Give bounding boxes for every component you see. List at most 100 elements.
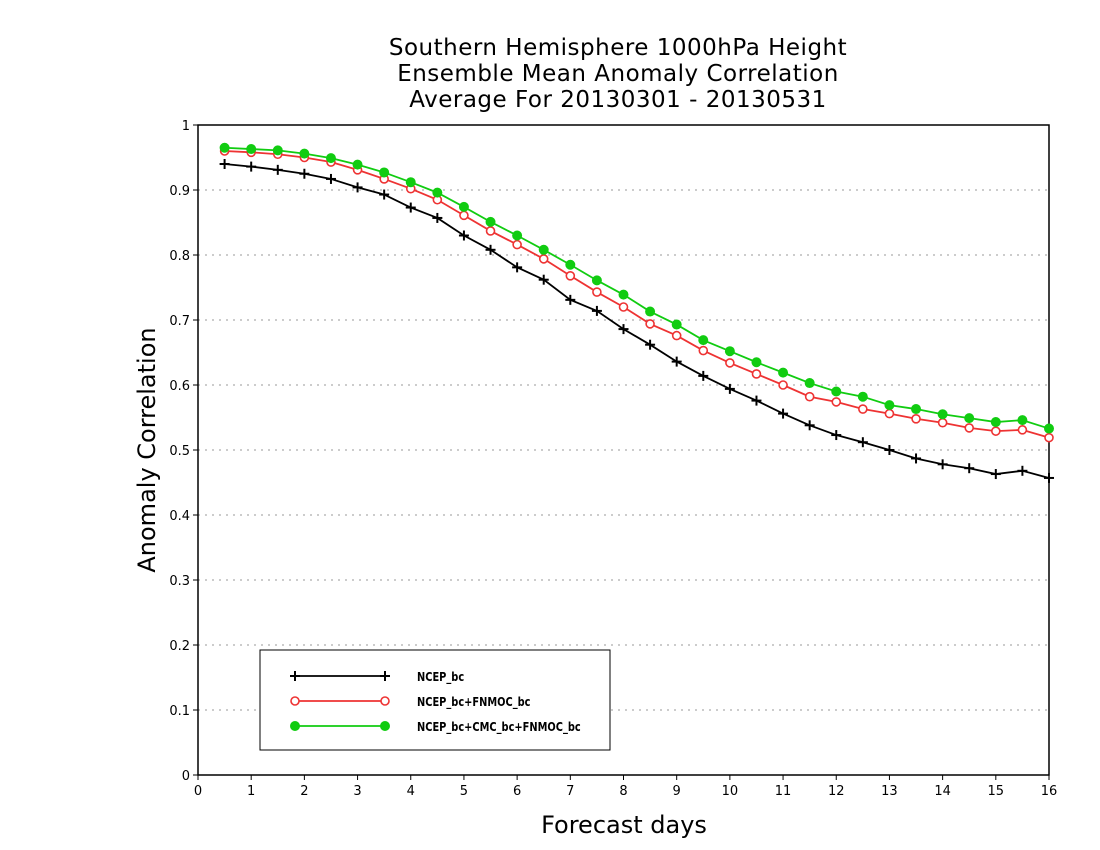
data-point (645, 339, 656, 350)
legend-entry: NCEP_bc+FNMOC_bc (290, 695, 531, 709)
x-tick-label: 10 (722, 784, 739, 799)
x-tick-label: 2 (300, 784, 308, 799)
grid-lines (198, 189, 1049, 711)
data-point (937, 409, 948, 420)
data-point (645, 306, 656, 317)
data-point (246, 144, 257, 155)
y-tick-label: 0 (182, 769, 190, 784)
x-tick-label: 9 (673, 784, 681, 799)
data-point (831, 386, 842, 397)
legend-marker (290, 721, 300, 731)
legend-marker (290, 671, 300, 681)
data-point (857, 391, 868, 402)
y-tick-label: 0.5 (169, 444, 190, 459)
x-tick-label: 4 (407, 784, 415, 799)
chart-title-line-1: Southern Hemisphere 1000hPa Height (388, 35, 848, 61)
data-point (831, 397, 842, 407)
data-point (911, 453, 922, 464)
series-line (224, 150, 1050, 439)
x-tick-label: 8 (619, 784, 627, 799)
y-tick-label: 0.8 (169, 249, 190, 264)
data-point (618, 302, 629, 312)
series-3 (219, 142, 1054, 434)
legend-label: NCEP_bc (417, 670, 464, 684)
data-point (698, 335, 709, 346)
data-point (804, 391, 815, 402)
data-point (618, 324, 629, 335)
data-point (1044, 472, 1054, 483)
data-point (219, 159, 230, 169)
data-point (884, 445, 895, 455)
series-lines (219, 142, 1054, 483)
data-point (751, 369, 762, 379)
data-point (485, 216, 496, 227)
data-point (565, 270, 576, 281)
x-tick-label: 11 (775, 784, 792, 799)
data-point (831, 430, 842, 441)
data-point (272, 145, 283, 156)
data-point (565, 294, 576, 305)
y-tick-label: 0.2 (169, 639, 190, 654)
data-point (1017, 425, 1028, 435)
data-point (964, 413, 975, 424)
data-point (990, 417, 1001, 428)
x-tick-label: 13 (881, 784, 898, 799)
legend-marker (380, 671, 390, 681)
data-point (698, 345, 709, 356)
data-point (1044, 423, 1054, 434)
data-point (937, 459, 948, 470)
data-point (804, 378, 815, 389)
chart-title-line-2: Ensemble Mean Anomaly Correlation (397, 61, 839, 87)
y-tick-label: 0.9 (169, 184, 190, 199)
x-tick-label: 14 (934, 784, 951, 799)
data-point (1044, 432, 1054, 443)
series-line (224, 146, 1050, 430)
data-point (538, 274, 549, 285)
series-1 (219, 159, 1054, 483)
series-line (224, 163, 1050, 479)
data-point (379, 189, 390, 200)
data-point (272, 164, 283, 175)
data-point (352, 182, 363, 193)
data-point (512, 262, 523, 273)
legend-marker (380, 696, 390, 706)
x-tick-label: 6 (513, 784, 521, 799)
data-point (512, 239, 522, 250)
data-point (724, 346, 735, 357)
data-point (778, 408, 789, 419)
data-point (671, 356, 682, 367)
data-point (591, 275, 602, 286)
data-point (751, 395, 762, 406)
data-point (671, 319, 682, 330)
data-point (405, 177, 416, 188)
x-tick-label: 15 (988, 784, 1005, 799)
data-point (645, 319, 655, 329)
data-point (671, 330, 682, 341)
y-tick-label: 0.1 (169, 704, 190, 719)
data-point (219, 142, 230, 153)
legend-label: NCEP_bc+FNMOC_bc (417, 695, 531, 709)
data-point (592, 287, 602, 297)
data-point (432, 212, 443, 223)
data-point (724, 383, 735, 394)
data-point (911, 404, 922, 415)
data-point (990, 469, 1001, 480)
data-point (352, 159, 363, 170)
y-axis-label: Anomaly Correlation (133, 327, 161, 572)
legend-marker (290, 696, 300, 706)
data-point (325, 173, 336, 184)
data-point (857, 437, 868, 448)
data-point (432, 187, 443, 198)
data-point (725, 358, 735, 368)
data-point (512, 230, 523, 241)
data-point (804, 420, 815, 431)
x-axis-ticks: 0 1 2 3 4 5 6 7 8 9 10 11 12 13 14 15 16 (194, 775, 1057, 799)
data-point (591, 305, 602, 316)
data-point (991, 426, 1001, 436)
data-point (911, 413, 921, 424)
data-point (858, 404, 868, 414)
data-point (565, 259, 576, 270)
legend-label: NCEP_bc+CMC_bc+FNMOC_bc (417, 720, 581, 734)
